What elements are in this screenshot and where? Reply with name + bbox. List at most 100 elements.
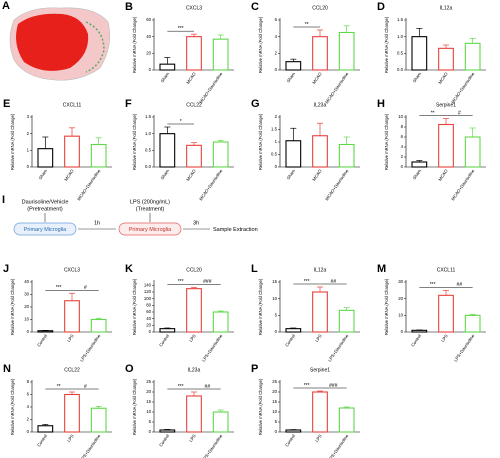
bar xyxy=(312,36,328,71)
x-tick-label: LPS+Daurisoline xyxy=(327,333,350,363)
y-tick-label: 25 xyxy=(272,379,277,384)
y-tick-label: 10 xyxy=(272,296,277,301)
x-tick-label: MCAO+Daurisoline xyxy=(324,168,350,202)
significance-label: # xyxy=(84,384,87,390)
panel-letter: J xyxy=(3,263,9,275)
bar xyxy=(285,61,302,71)
y-axis-label: Relative mRNA (Fold Change) xyxy=(132,113,137,170)
x-tick-label: Sham xyxy=(160,168,171,180)
x-tick-label: LPS xyxy=(66,333,75,343)
chart-title: IL12a xyxy=(440,5,453,11)
y-tick-label: 8 xyxy=(401,124,404,129)
chart-title: CCL20 xyxy=(186,267,202,273)
x-tick-label: MCAO+Daurisoline xyxy=(76,168,102,202)
x-tick-label: LPS+Daurisoline xyxy=(79,433,102,458)
significance-label: *** xyxy=(304,383,310,389)
x-tick-label: Control xyxy=(36,433,48,447)
x-tick-label: Sham xyxy=(160,71,171,83)
bar xyxy=(212,411,229,433)
panel-letter: B xyxy=(125,1,133,13)
x-tick-label: LPS xyxy=(188,433,197,443)
y-tick-label: 40 xyxy=(24,279,29,284)
y-tick-label: 1.0 xyxy=(145,131,152,136)
x-tick-label: Sham xyxy=(412,168,423,180)
y-tick-label: 0.5 xyxy=(145,147,152,152)
y-tick-label: 140 xyxy=(144,282,152,287)
cell-label: Primary Microglia xyxy=(24,227,67,233)
panel-letter: O xyxy=(125,363,134,375)
y-tick-label: 0.0 xyxy=(145,164,152,169)
infarct xyxy=(16,13,89,71)
y-axis-label: Relative mRNA (Fold Change) xyxy=(10,278,15,335)
x-tick-label: LPS xyxy=(314,333,323,343)
x-tick-label: MCAO+Daurisoline xyxy=(450,168,476,202)
significance-label: ### xyxy=(203,279,212,285)
y-tick-label: 15 xyxy=(272,399,277,404)
panel-letter: M xyxy=(377,263,386,275)
panel-letter: H xyxy=(377,98,385,110)
x-tick-label: LPS+Daurisoline xyxy=(201,433,224,458)
bar xyxy=(212,38,229,71)
y-tick-label: 0 xyxy=(275,329,278,334)
chart-title: Serpine1 xyxy=(310,367,330,373)
y-tick-label: 8 xyxy=(27,379,30,384)
y-tick-label: 30 xyxy=(398,279,403,284)
y-tick-label: 0.5 xyxy=(397,50,404,55)
y-tick-label: 20 xyxy=(146,322,151,327)
chart-title: CXCL11 xyxy=(63,102,82,108)
bar xyxy=(159,328,176,333)
brain-section xyxy=(9,7,111,81)
chart-title: CXCL3 xyxy=(186,5,202,11)
y-tick-label: 3 xyxy=(27,114,30,119)
bar xyxy=(37,330,54,333)
x-tick-label: MCAO+Daurisoline xyxy=(450,71,476,105)
y-tick-label: 1.5 xyxy=(397,17,404,22)
bar xyxy=(285,140,302,168)
y-tick-label: 0 xyxy=(27,164,30,169)
y-axis-label: Relative mRNA (Fold Change) xyxy=(132,378,137,435)
y-tick-label: 20 xyxy=(146,389,151,394)
y-tick-label: 0 xyxy=(275,67,278,72)
bar xyxy=(338,309,355,333)
bar xyxy=(438,47,454,71)
bar xyxy=(312,391,328,433)
x-tick-label: Control xyxy=(158,433,170,447)
bar xyxy=(285,429,302,433)
panel-letter: E xyxy=(3,98,10,110)
y-tick-label: 10 xyxy=(398,312,403,317)
y-tick-label: 1.5 xyxy=(145,114,152,119)
bar xyxy=(37,425,54,433)
y-axis-label: Relative mRNA (Fold Change) xyxy=(10,378,15,435)
y-tick-label: 0 xyxy=(275,164,278,169)
y-tick-label: 5 xyxy=(149,419,152,424)
significance-label: ** xyxy=(305,22,309,28)
y-tick-label: 1 xyxy=(27,147,30,152)
y-tick-label: 20 xyxy=(398,296,403,301)
significance-label: ## xyxy=(205,384,211,390)
interval: 3h xyxy=(193,220,199,226)
border xyxy=(85,21,105,73)
x-tick-label: MCAO xyxy=(185,168,197,182)
panel-letter: L xyxy=(251,263,258,275)
bar xyxy=(186,288,202,333)
y-tick-label: 0 xyxy=(401,164,404,169)
x-tick-label: LPS+Daurisoline xyxy=(79,333,102,363)
chart-title: IL23a xyxy=(188,367,201,373)
y-axis-label: Relative mRNA (Fold Change) xyxy=(258,113,263,170)
panel-letter: D xyxy=(377,1,385,13)
bar xyxy=(312,135,328,168)
y-tick-label: 1 xyxy=(275,139,278,144)
y-tick-label: 0 xyxy=(149,429,152,434)
bar xyxy=(186,36,202,71)
significance-label: *** xyxy=(56,285,62,291)
x-tick-label: MCAO xyxy=(437,168,449,182)
y-tick-label: 10 xyxy=(398,114,403,119)
bar xyxy=(312,291,328,333)
y-tick-label: 0 xyxy=(149,329,152,334)
chart-title: IL12a xyxy=(314,267,327,273)
x-tick-label: LPS+Daurisoline xyxy=(201,333,224,363)
y-tick-label: 2 xyxy=(401,154,404,159)
significance-label: # xyxy=(458,110,461,116)
panel-letter: A xyxy=(2,0,10,12)
y-tick-label: 6 xyxy=(27,392,30,397)
